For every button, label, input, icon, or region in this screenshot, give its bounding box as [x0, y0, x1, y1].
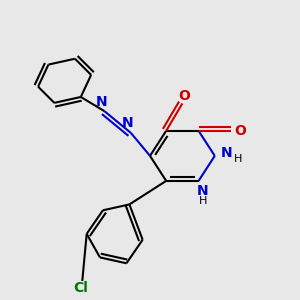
Text: N: N [96, 95, 107, 109]
Text: O: O [234, 124, 246, 138]
Text: N: N [197, 184, 209, 198]
Text: N: N [122, 116, 134, 130]
Text: H: H [234, 154, 242, 164]
Text: H: H [199, 196, 207, 206]
Text: Cl: Cl [74, 281, 88, 295]
Text: N: N [221, 146, 232, 160]
Text: O: O [178, 89, 190, 103]
